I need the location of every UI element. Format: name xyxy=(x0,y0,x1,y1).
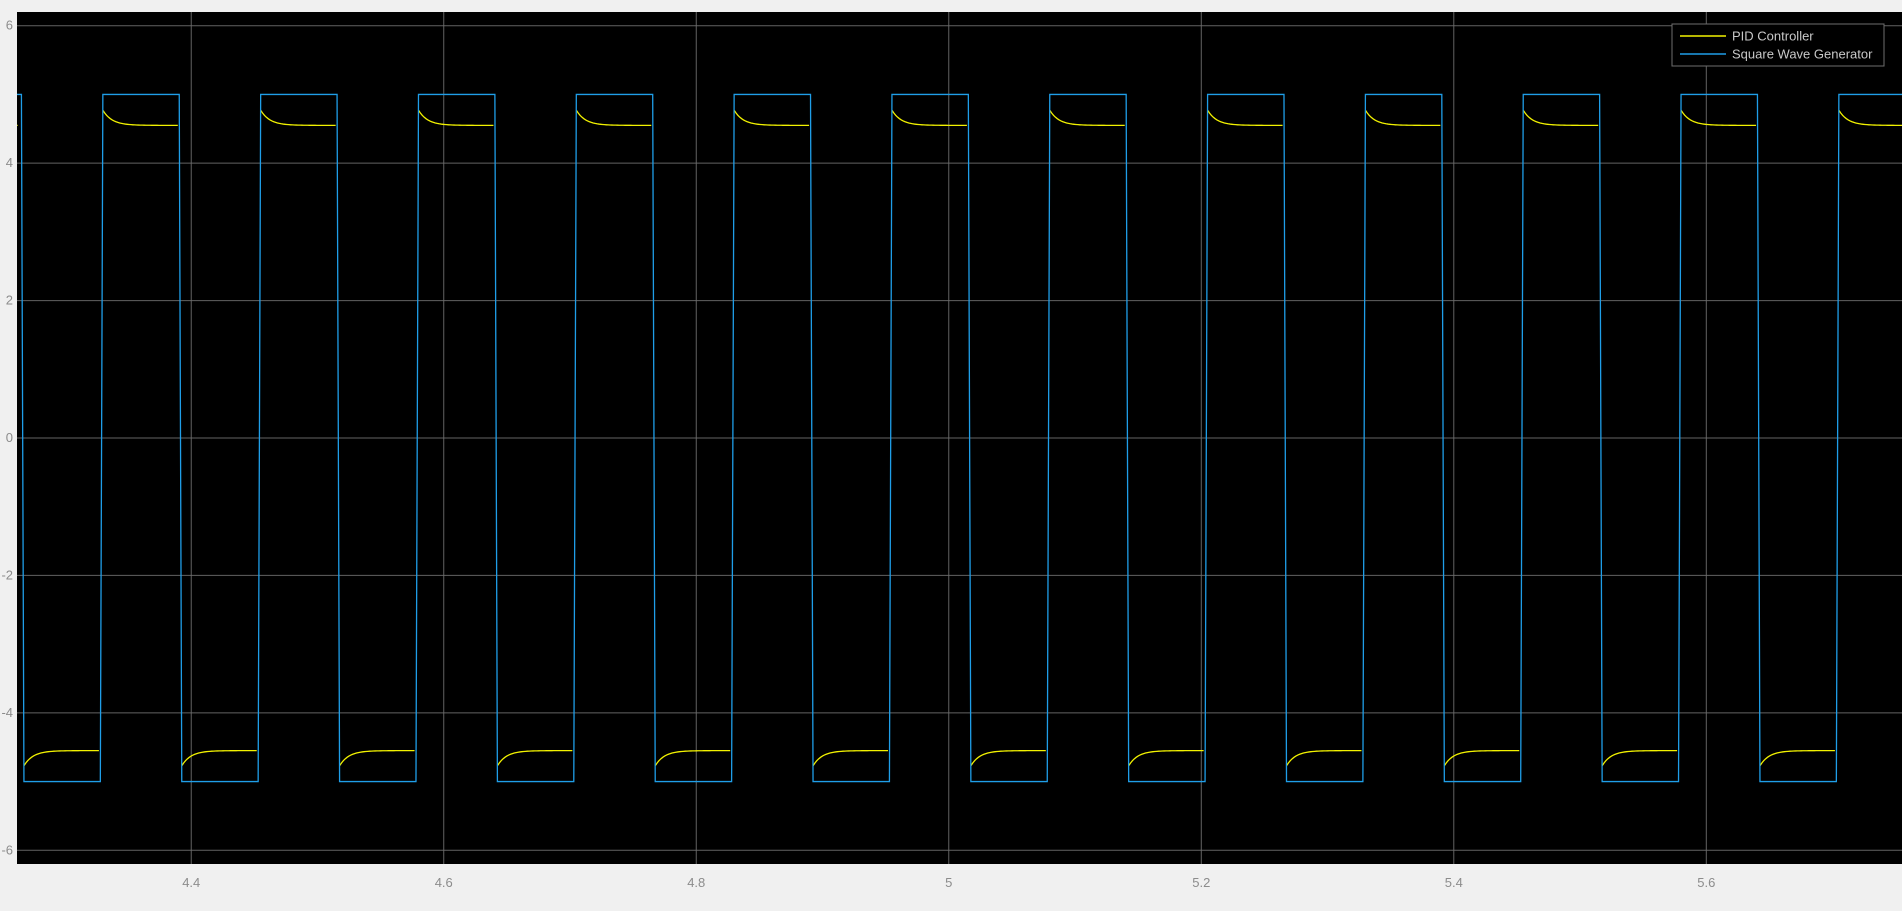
pid-controller-line xyxy=(1207,109,1283,127)
pid-controller-line xyxy=(970,749,1046,767)
y-tick-label: 2 xyxy=(6,293,13,308)
pid-controller-line xyxy=(1285,749,1362,767)
x-tick-label: 5.6 xyxy=(1697,875,1715,890)
y-tick-label: -4 xyxy=(1,705,13,720)
legend[interactable]: PID Controller Square Wave Generator xyxy=(1671,23,1885,67)
pid-controller-line xyxy=(1128,749,1204,767)
x-tick-label: 5.4 xyxy=(1445,875,1463,890)
x-tick-label: 5.2 xyxy=(1192,875,1210,890)
pid-controller-line xyxy=(23,749,99,767)
pid-controller-line xyxy=(1522,109,1599,127)
pid-controller-line xyxy=(575,109,652,127)
y-tick-label: 0 xyxy=(6,430,13,445)
pid-controller-line xyxy=(733,109,810,127)
pid-controller-line xyxy=(812,749,889,767)
grid-layer xyxy=(17,12,1902,864)
pid-controller-line xyxy=(339,749,415,767)
pid-controller-line xyxy=(1049,109,1125,127)
pid-controller-line xyxy=(260,109,336,127)
pid-controller-line xyxy=(1601,749,1678,767)
square-wave-generator-line xyxy=(17,93,1902,783)
pid-controller-line xyxy=(1759,749,1835,767)
pid-controller-line xyxy=(891,109,967,127)
x-tick-label: 4.8 xyxy=(687,875,705,890)
pid-controller-line xyxy=(1838,109,1902,127)
series-layer xyxy=(17,93,1902,783)
square-wave-group xyxy=(17,93,1902,783)
legend-label: Square Wave Generator xyxy=(1732,47,1873,62)
pid-controller-line xyxy=(417,109,494,127)
legend-label: PID Controller xyxy=(1732,29,1814,44)
tick-labels: 4.4 4.6 4.8 5 5.2 5.4 5.6 -6 -4 -2 0 2 4 6 xyxy=(1,18,1715,890)
x-tick-label: 5 xyxy=(945,875,952,890)
pid-controller-line xyxy=(1364,109,1441,127)
pid-controller-line xyxy=(181,749,257,767)
pid-controller-line xyxy=(496,749,573,767)
y-tick-label: 6 xyxy=(6,18,13,33)
y-tick-label: -2 xyxy=(1,567,13,582)
pid-controller-line xyxy=(102,109,178,127)
pid-controller-line xyxy=(1443,749,1520,767)
pid-controller-line xyxy=(1680,109,1757,127)
pid-controller-line xyxy=(654,749,731,767)
y-tick-label: 4 xyxy=(6,155,13,170)
y-tick-label: -6 xyxy=(1,842,13,857)
x-tick-label: 4.4 xyxy=(182,875,200,890)
legend-box[interactable] xyxy=(1671,23,1885,67)
pid-controller-group xyxy=(17,109,1902,767)
x-tick-label: 4.6 xyxy=(435,875,453,890)
